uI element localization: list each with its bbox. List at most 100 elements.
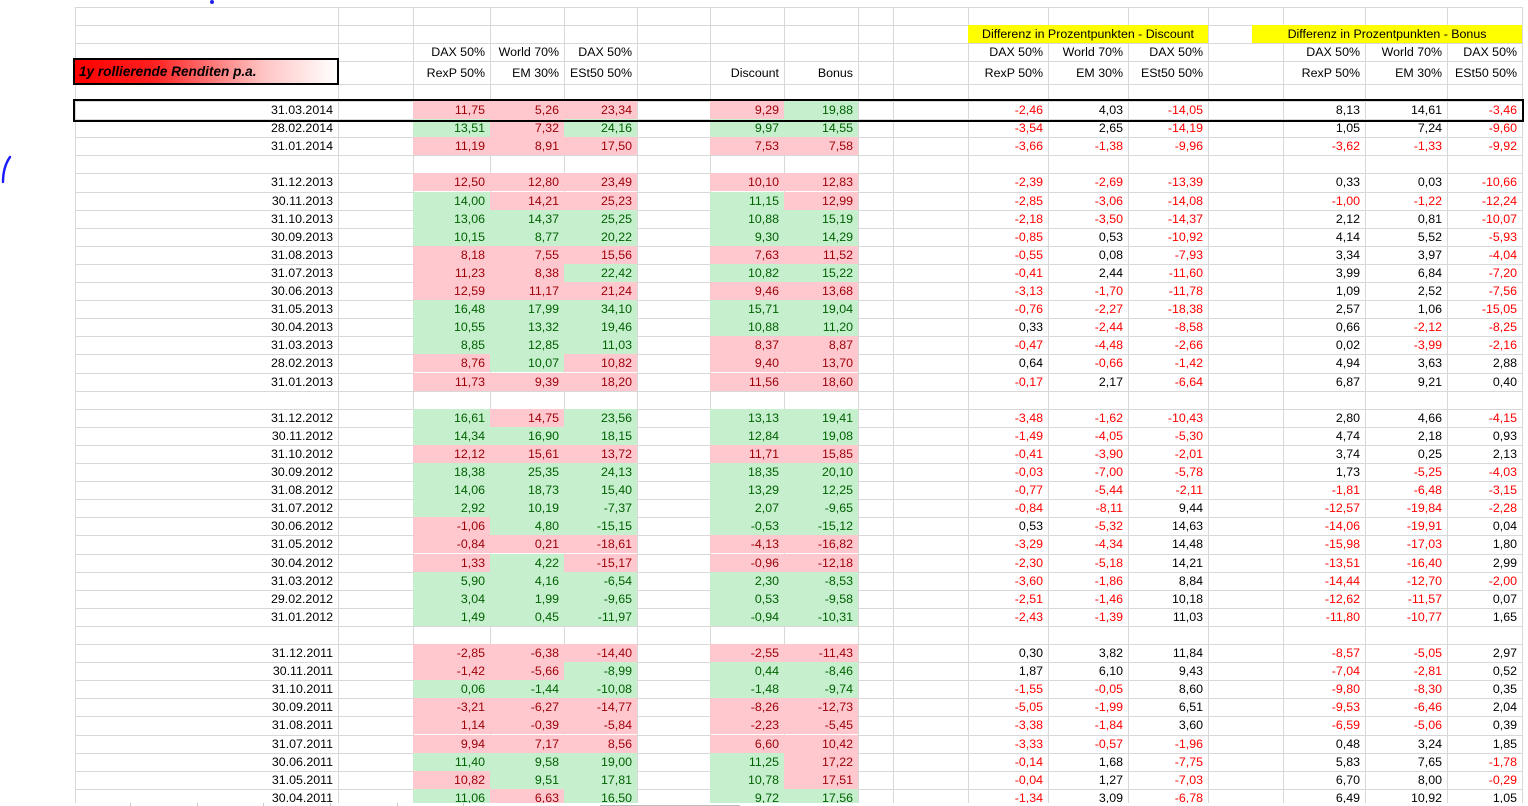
value-cell[interactable]: 8,76 [413, 354, 490, 373]
diff-cell[interactable]: -9,53 [1331, 700, 1360, 715]
diff-cell[interactable]: -2,30 [1014, 555, 1043, 570]
value-cell[interactable]: 14,00 [413, 191, 490, 210]
diff-cell[interactable]: -0,29 [1488, 772, 1517, 787]
diff-cell[interactable]: -0,66 [1094, 356, 1123, 371]
column-header-cell[interactable]: DAX 50% [431, 44, 485, 59]
value-cell[interactable]: -6,38 [490, 644, 564, 663]
value-cell[interactable]: 12,99 [784, 191, 858, 210]
diff-cell[interactable]: -0,84 [1014, 501, 1043, 516]
diff-cell[interactable]: -2,66 [1174, 338, 1203, 353]
diff-cell[interactable]: 0,25 [1417, 446, 1442, 461]
value-cell[interactable]: -1,06 [413, 517, 490, 536]
diff-cell[interactable]: 2,04 [1492, 700, 1517, 715]
column-header-cell[interactable]: Bonus [817, 65, 853, 80]
diff-cell[interactable]: 2,13 [1492, 446, 1517, 461]
diff-cell[interactable]: -1,70 [1094, 284, 1123, 299]
diff-cell[interactable]: 1,85 [1492, 736, 1517, 751]
value-cell[interactable]: 9,40 [710, 354, 784, 373]
date-cell[interactable]: 31.08.2013 [270, 247, 333, 262]
diff-cell[interactable]: -10,66 [1481, 175, 1517, 190]
value-cell[interactable]: -2,55 [710, 644, 784, 663]
value-cell[interactable]: 14,75 [490, 408, 564, 427]
diff-cell[interactable]: -10,07 [1481, 211, 1517, 226]
diff-cell[interactable]: 8,13 [1335, 103, 1360, 118]
diff-cell[interactable]: 0,03 [1417, 175, 1442, 190]
value-cell[interactable]: 17,99 [490, 300, 564, 319]
value-cell[interactable]: 25,23 [564, 191, 637, 210]
value-cell[interactable]: -8,46 [784, 662, 858, 681]
value-cell[interactable]: 11,71 [710, 444, 784, 463]
value-cell[interactable]: 10,88 [710, 209, 784, 228]
value-cell[interactable]: 20,10 [784, 463, 858, 482]
diff-cell[interactable]: 1,65 [1492, 609, 1517, 624]
value-cell[interactable]: -9,65 [784, 499, 858, 518]
diff-cell[interactable]: 1,87 [1018, 664, 1043, 679]
diff-cell[interactable]: -14,19 [1167, 121, 1203, 136]
diff-cell[interactable]: 1,06 [1417, 302, 1442, 317]
date-cell[interactable]: 31.10.2012 [270, 446, 333, 461]
diff-cell[interactable]: -0,47 [1014, 338, 1043, 353]
date-cell[interactable]: 30.09.2011 [271, 700, 333, 715]
value-cell[interactable]: 34,10 [564, 300, 637, 319]
diff-cell[interactable]: 7,24 [1417, 121, 1442, 136]
value-cell[interactable]: 5,26 [490, 101, 564, 120]
diff-cell[interactable]: 2,17 [1098, 374, 1123, 389]
diff-cell[interactable]: -4,04 [1488, 247, 1517, 262]
value-cell[interactable]: 10,88 [710, 318, 784, 337]
value-cell[interactable]: 13,72 [564, 444, 637, 463]
value-cell[interactable]: -4,13 [710, 535, 784, 554]
diff-cell[interactable]: 4,03 [1098, 103, 1123, 118]
diff-cell[interactable]: -14,44 [1324, 573, 1360, 588]
value-cell[interactable]: -5,66 [490, 662, 564, 681]
value-cell[interactable]: 23,49 [564, 173, 637, 192]
diff-cell[interactable]: 5,52 [1417, 229, 1442, 244]
value-cell[interactable]: -1,48 [710, 680, 784, 699]
group-header-bonus[interactable]: Differenz in Prozentpunkten - Bonus [1252, 24, 1522, 43]
date-cell[interactable]: 31.12.2011 [271, 646, 333, 661]
value-cell[interactable]: 0,44 [710, 662, 784, 681]
diff-cell[interactable]: -0,77 [1014, 483, 1043, 498]
value-cell[interactable]: 0,06 [413, 680, 490, 699]
value-cell[interactable]: 10,55 [413, 318, 490, 337]
diff-cell[interactable]: 4,94 [1335, 356, 1360, 371]
diff-cell[interactable]: -12,57 [1324, 501, 1360, 516]
diff-cell[interactable]: -1,42 [1174, 356, 1203, 371]
value-cell[interactable]: 11,15 [710, 191, 784, 210]
value-cell[interactable]: -2,23 [710, 716, 784, 735]
column-header-cell[interactable]: World 70% [1381, 44, 1442, 59]
value-cell[interactable]: 13,51 [413, 119, 490, 138]
value-cell[interactable]: 17,56 [784, 788, 858, 806]
value-cell[interactable]: 11,17 [490, 282, 564, 301]
value-cell[interactable]: 2,30 [710, 571, 784, 590]
column-header-cell[interactable]: DAX 50% [578, 44, 632, 59]
date-cell[interactable]: 31.03.2013 [270, 338, 333, 353]
value-cell[interactable]: -7,37 [564, 499, 637, 518]
value-cell[interactable]: -0,53 [710, 517, 784, 536]
diff-cell[interactable]: -0,04 [1014, 772, 1043, 787]
date-cell[interactable]: 30.09.2012 [270, 465, 333, 480]
diff-cell[interactable]: -2,51 [1014, 591, 1043, 606]
diff-cell[interactable]: -3,90 [1094, 446, 1123, 461]
diff-cell[interactable]: 3,63 [1417, 356, 1442, 371]
diff-cell[interactable]: -3,46 [1488, 103, 1517, 118]
diff-cell[interactable]: -7,93 [1174, 247, 1203, 262]
date-cell[interactable]: 31.07.2013 [270, 265, 333, 280]
value-cell[interactable]: 11,03 [564, 336, 637, 355]
diff-cell[interactable]: -1,86 [1094, 573, 1123, 588]
value-cell[interactable]: -0,96 [710, 553, 784, 572]
diff-cell[interactable]: 9,44 [1178, 501, 1203, 516]
value-cell[interactable]: 9,29 [710, 101, 784, 120]
value-cell[interactable]: -11,43 [784, 644, 858, 663]
value-cell[interactable]: 14,37 [490, 209, 564, 228]
diff-cell[interactable]: -11,60 [1168, 265, 1203, 280]
diff-cell[interactable]: 9,43 [1178, 664, 1203, 679]
value-cell[interactable]: 16,61 [413, 408, 490, 427]
value-cell[interactable]: 13,13 [710, 408, 784, 427]
value-cell[interactable]: -8,53 [784, 571, 858, 590]
diff-cell[interactable]: 14,21 [1171, 555, 1203, 570]
value-cell[interactable]: 1,99 [490, 589, 564, 608]
value-cell[interactable]: 9,30 [710, 227, 784, 246]
diff-cell[interactable]: 0,02 [1335, 338, 1360, 353]
diff-cell[interactable]: 6,70 [1335, 772, 1360, 787]
diff-cell[interactable]: -4,05 [1094, 428, 1123, 443]
